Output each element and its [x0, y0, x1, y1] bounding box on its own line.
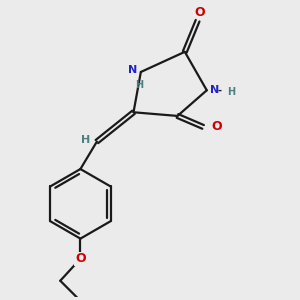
Text: O: O — [194, 6, 205, 19]
Text: O: O — [211, 120, 222, 134]
Text: H: H — [135, 80, 143, 90]
Text: N: N — [210, 85, 220, 95]
Text: H: H — [81, 135, 90, 145]
Text: H: H — [227, 87, 235, 97]
Text: -: - — [218, 86, 222, 96]
Text: O: O — [75, 252, 86, 265]
Text: N: N — [128, 65, 137, 75]
